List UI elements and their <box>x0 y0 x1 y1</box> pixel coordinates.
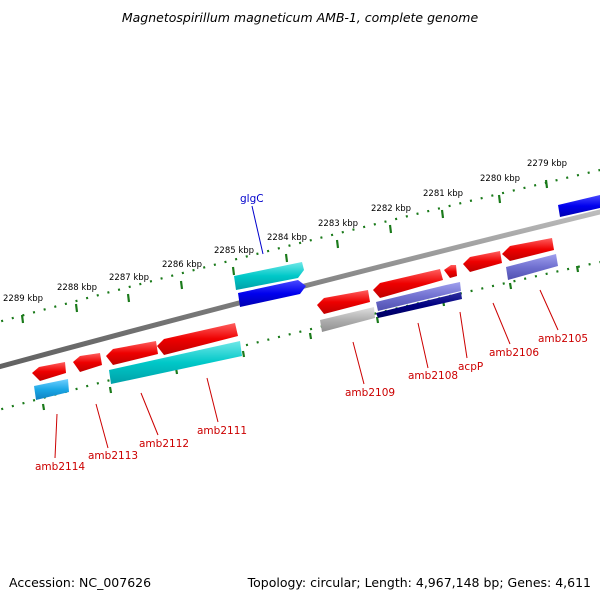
kbp-tick <box>179 280 184 290</box>
gene-amb2111-sub[interactable] <box>109 341 242 384</box>
gene-label-glgc: glgC <box>240 193 264 205</box>
gene-amb2108-navy[interactable] <box>376 292 462 318</box>
gene-amb2111-feature[interactable] <box>157 323 238 355</box>
gene-label-acpp: acpP <box>458 361 483 373</box>
gene-amb2113-feature[interactable] <box>73 353 102 372</box>
gene-amb2109-sub[interactable] <box>320 307 375 332</box>
leader-lines <box>54 205 559 459</box>
gene-amb2105-sub[interactable] <box>506 254 558 280</box>
gene-label-amb2109: amb2109 <box>345 387 395 399</box>
gene-acpp-feature[interactable] <box>444 265 457 278</box>
minor-tick-marks <box>41 265 580 411</box>
gene-amb2106-feature[interactable] <box>463 251 502 272</box>
gene-amb2114-feature[interactable] <box>32 362 66 381</box>
kbp-label: 2286 kbp <box>162 260 202 270</box>
kbp-label: 2281 kbp <box>423 189 463 199</box>
gene-blue-right-feature[interactable] <box>558 195 600 217</box>
kbp-label: 2282 kbp <box>371 204 411 214</box>
kbp-tick <box>388 224 393 234</box>
accession-text: Accession: NC_007626 <box>9 575 152 590</box>
gene-amb2105-feature[interactable] <box>502 238 554 261</box>
gene-amb2109-feature[interactable] <box>317 290 370 314</box>
kbp-label: 2280 kbp <box>480 174 520 184</box>
kbp-label: 2284 kbp <box>267 233 307 243</box>
forward-genes <box>234 195 600 307</box>
kbp-label: 2283 kbp <box>318 219 358 229</box>
kbp-label: 2285 kbp <box>214 246 254 256</box>
gene-amb2112-feature[interactable] <box>106 341 158 365</box>
gene-label-amb2113: amb2113 <box>88 450 138 462</box>
gene-amb2108-feature[interactable] <box>373 269 443 298</box>
minor-tick-track <box>0 260 600 411</box>
gene-label-amb2106: amb2106 <box>489 347 539 359</box>
kbp-tick <box>284 253 289 263</box>
kbp-tick <box>440 209 445 219</box>
kbp-label: 2287 kbp <box>109 273 149 283</box>
gene-labels: glgC amb2105 amb2106 acpP amb2108 amb210… <box>35 193 588 473</box>
kbp-tick <box>544 179 549 189</box>
topology-text: Topology: circular; Length: 4,967,148 bp… <box>247 575 591 590</box>
kbp-tick <box>20 314 25 324</box>
kbp-tick <box>335 239 340 249</box>
kbp-label: 2279 kbp <box>527 159 567 169</box>
kbp-tick <box>126 293 131 303</box>
gene-amb2114-sub[interactable] <box>34 379 69 400</box>
kbp-ruler: 2279 kbp 2280 kbp 2281 kbp 2282 kbp 2283 kbp… <box>0 159 600 324</box>
gene-glgc-feature[interactable] <box>234 262 304 290</box>
gene-label-amb2114: amb2114 <box>35 461 85 473</box>
kbp-label: 2289 kbp <box>3 294 43 304</box>
kbp-label: 2288 kbp <box>57 283 97 293</box>
reverse-genes <box>32 238 558 400</box>
kbp-ruler-line <box>0 168 600 323</box>
gene-label-amb2108: amb2108 <box>408 370 458 382</box>
kbp-tick <box>497 194 502 204</box>
gene-label-amb2105: amb2105 <box>538 333 588 345</box>
genome-title: Magnetospirillum magneticum AMB-1, compl… <box>121 10 479 25</box>
gene-label-amb2112: amb2112 <box>139 438 189 450</box>
kbp-tick <box>74 303 79 313</box>
gene-amb2108-sub[interactable] <box>376 282 461 311</box>
gene-blue-feature[interactable] <box>238 280 306 307</box>
kbp-tick <box>231 266 236 276</box>
gene-label-amb2111: amb2111 <box>197 425 247 437</box>
